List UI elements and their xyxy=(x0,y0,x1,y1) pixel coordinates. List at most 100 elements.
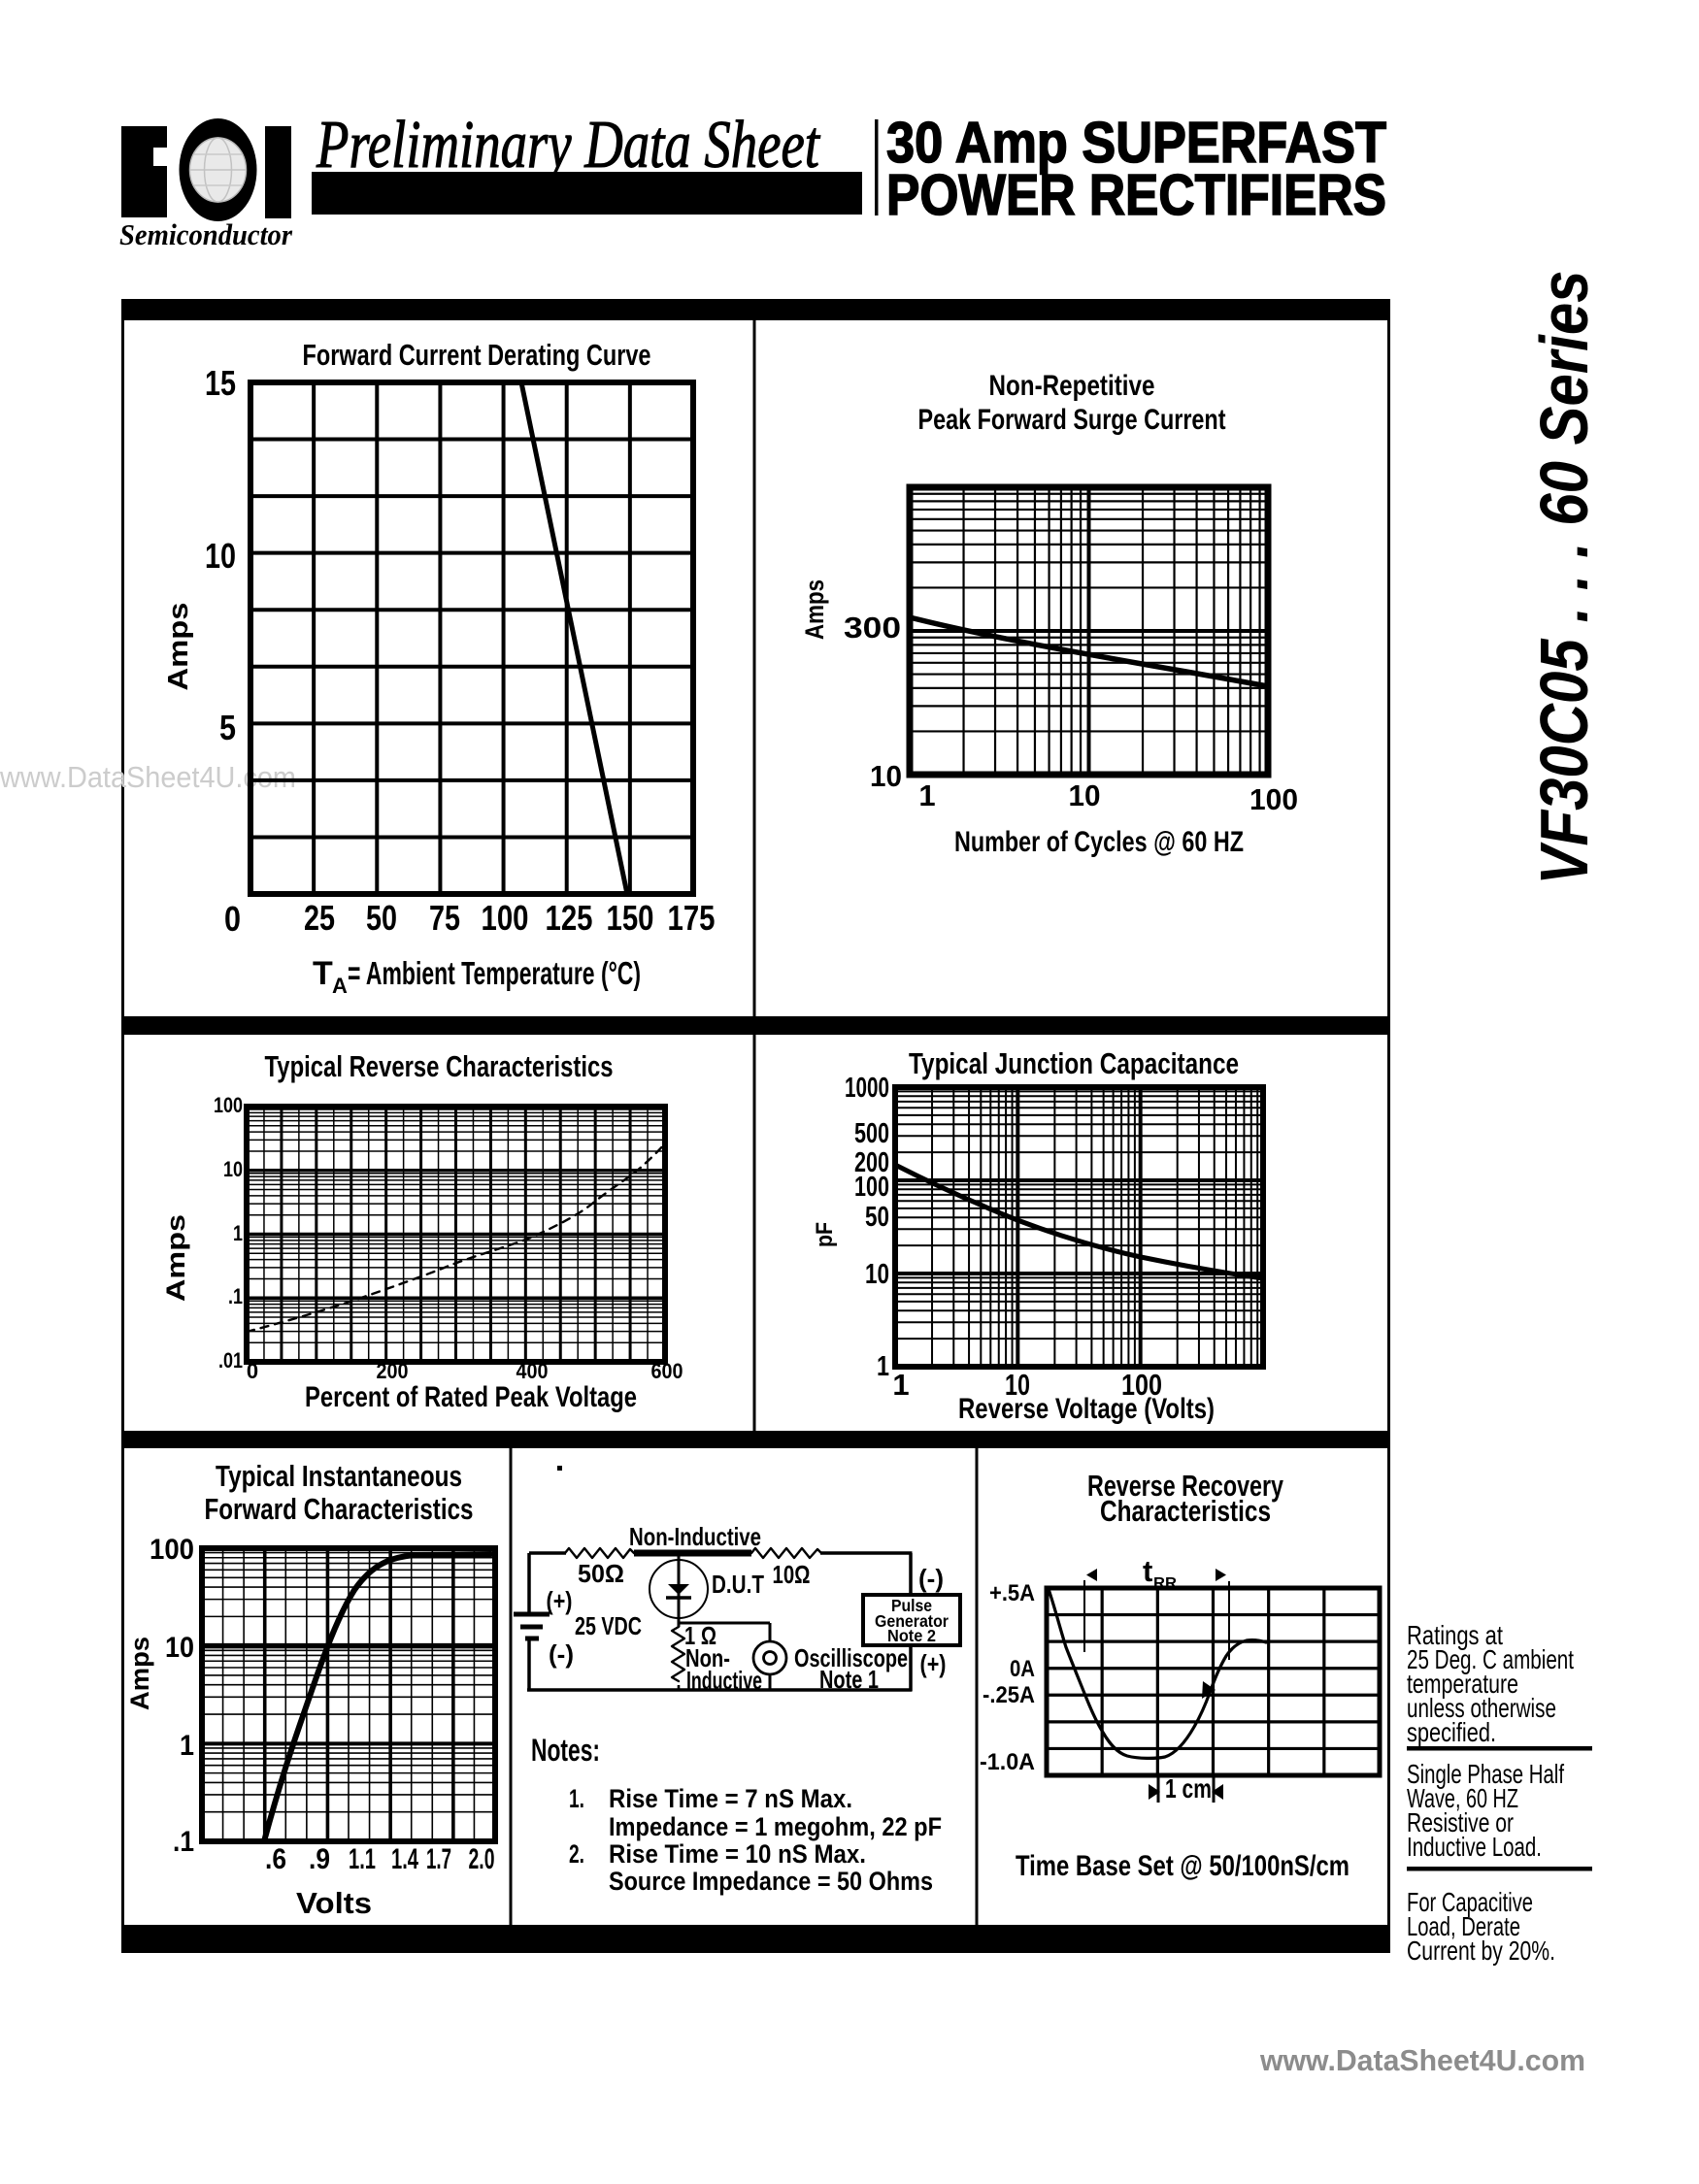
svg-text:t: t xyxy=(1143,1554,1152,1588)
svg-text:10: 10 xyxy=(1005,1368,1030,1402)
svg-text:Single Phase Half: Single Phase Half xyxy=(1407,1759,1564,1789)
svg-text:Ratings at: Ratings at xyxy=(1407,1620,1503,1650)
svg-text:200: 200 xyxy=(854,1147,889,1178)
svg-text:temperature: temperature xyxy=(1407,1669,1518,1699)
svg-text:10Ω: 10Ω xyxy=(773,1560,811,1589)
svg-text:0: 0 xyxy=(247,1359,258,1383)
svg-text:(+): (+) xyxy=(547,1586,573,1615)
svg-text:Source Impedance = 50 Ohms: Source Impedance = 50 Ohms xyxy=(609,1867,933,1896)
svg-text:Number of Cycles @ 60 HZ: Number of Cycles @ 60 HZ xyxy=(954,826,1244,858)
svg-text:Impedance = 1 megohm, 22 pF: Impedance = 1 megohm, 22 pF xyxy=(609,1812,942,1841)
svg-text:www.DataSheet4U.com: www.DataSheet4U.com xyxy=(1259,2043,1585,2077)
svg-text:unless otherwise: unless otherwise xyxy=(1407,1693,1556,1723)
svg-text:.1: .1 xyxy=(173,1826,194,1858)
svg-text:Typical Instantaneous: Typical Instantaneous xyxy=(216,1459,462,1493)
svg-text:1 Ω: 1 Ω xyxy=(684,1621,716,1650)
svg-text:100: 100 xyxy=(214,1093,243,1117)
svg-text:Volts: Volts xyxy=(296,1886,372,1920)
svg-text:100: 100 xyxy=(854,1172,889,1203)
svg-text:Resistive or: Resistive or xyxy=(1407,1807,1514,1837)
svg-text:0: 0 xyxy=(224,899,241,939)
svg-text:500: 500 xyxy=(854,1118,889,1149)
svg-text:1000: 1000 xyxy=(845,1073,889,1104)
svg-text:RR: RR xyxy=(1153,1575,1177,1592)
svg-text:15: 15 xyxy=(205,363,236,403)
svg-text:Generator: Generator xyxy=(875,1611,949,1631)
svg-text:10: 10 xyxy=(223,1157,243,1181)
svg-text:Inductive Load.: Inductive Load. xyxy=(1407,1832,1542,1862)
svg-text:Non-Repetitive: Non-Repetitive xyxy=(989,370,1155,402)
svg-text:Wave, 60 HZ: Wave, 60 HZ xyxy=(1407,1783,1518,1813)
svg-text:10: 10 xyxy=(165,1632,194,1664)
svg-text:1: 1 xyxy=(877,1351,889,1382)
svg-text:Load, Derate: Load, Derate xyxy=(1407,1911,1520,1941)
svg-text:25 VDC: 25 VDC xyxy=(575,1611,642,1640)
svg-text:Preliminary Data Sheet: Preliminary Data Sheet xyxy=(316,108,820,182)
svg-text:10: 10 xyxy=(865,1259,889,1290)
svg-text:100: 100 xyxy=(482,898,529,938)
svg-text:.01: .01 xyxy=(218,1348,243,1373)
svg-text:A: A xyxy=(332,974,348,998)
svg-text:1: 1 xyxy=(180,1730,194,1762)
svg-text:0A: 0A xyxy=(1010,1656,1035,1682)
svg-text:Semiconductor: Semiconductor xyxy=(119,217,293,251)
svg-text:Reverse Voltage (Volts): Reverse Voltage (Volts) xyxy=(958,1393,1215,1425)
svg-text:Rise Time = 10 nS Max.: Rise Time = 10 nS Max. xyxy=(609,1839,866,1869)
svg-text:50: 50 xyxy=(366,898,397,938)
svg-text:= Ambient Temperature (°C): = Ambient Temperature (°C) xyxy=(348,955,641,991)
svg-text:Time Base Set @ 50/100nS/cm: Time Base Set @ 50/100nS/cm xyxy=(1016,1850,1349,1882)
svg-text:Amps: Amps xyxy=(161,1214,190,1302)
svg-text:1: 1 xyxy=(892,1368,909,1402)
svg-text:pF: pF xyxy=(812,1222,838,1247)
svg-text:(+): (+) xyxy=(920,1649,947,1678)
svg-text:-.25A: -.25A xyxy=(983,1682,1035,1708)
svg-text:Typical Reverse Characteristic: Typical Reverse Characteristics xyxy=(265,1049,614,1083)
svg-text:Non-Inductive: Non-Inductive xyxy=(629,1522,761,1551)
svg-text:www.DataSheet4U.com: www.DataSheet4U.com xyxy=(0,760,296,794)
svg-text:Forward Current Derating Curve: Forward Current Derating Curve xyxy=(303,338,651,372)
svg-text:-1.0A: -1.0A xyxy=(980,1749,1035,1775)
svg-text:125: 125 xyxy=(546,898,593,938)
svg-text:T: T xyxy=(313,955,333,992)
svg-text:400: 400 xyxy=(516,1359,549,1383)
svg-text:100: 100 xyxy=(1121,1368,1162,1402)
svg-text:Oscilliscope: Oscilliscope xyxy=(794,1643,908,1672)
svg-text:Peak Forward Surge Current: Peak Forward Surge Current xyxy=(918,404,1226,436)
svg-text:Note 2: Note 2 xyxy=(887,1626,936,1645)
svg-text:200: 200 xyxy=(377,1359,409,1383)
svg-text:25 Deg. C ambient: 25 Deg. C ambient xyxy=(1407,1644,1574,1674)
svg-text:Amps: Amps xyxy=(163,603,194,691)
svg-text:Characteristics: Characteristics xyxy=(1100,1494,1271,1528)
svg-text:Non-: Non- xyxy=(685,1643,730,1672)
svg-text:VF30C05 . . . 60 Series: VF30C05 . . . 60 Series xyxy=(1526,271,1602,885)
svg-text:30 Amp SUPERFAST: 30 Amp SUPERFAST xyxy=(886,111,1386,175)
svg-text:2.: 2. xyxy=(569,1839,584,1869)
svg-text:.9: .9 xyxy=(309,1843,330,1875)
svg-text:Rise Time = 7 nS Max.: Rise Time = 7 nS Max. xyxy=(609,1784,852,1813)
svg-text:1.7: 1.7 xyxy=(426,1843,451,1875)
svg-text:Current by 20%.: Current by 20%. xyxy=(1407,1936,1555,1966)
svg-text:300: 300 xyxy=(844,611,901,645)
svg-text:25: 25 xyxy=(304,898,335,938)
svg-text:Amps: Amps xyxy=(800,579,829,640)
svg-text:Amps: Amps xyxy=(125,1637,154,1710)
svg-text:Typical Junction Capacitance: Typical Junction Capacitance xyxy=(909,1046,1239,1080)
svg-text:.6: .6 xyxy=(265,1843,286,1875)
svg-text:150: 150 xyxy=(607,898,654,938)
svg-text:D.U.T: D.U.T xyxy=(712,1570,764,1599)
svg-text:100: 100 xyxy=(150,1534,194,1566)
svg-text:2.0: 2.0 xyxy=(469,1843,495,1875)
svg-text:.1: .1 xyxy=(228,1284,243,1308)
svg-text:600: 600 xyxy=(651,1359,683,1383)
svg-text:(-): (-) xyxy=(549,1639,574,1669)
svg-text:1.1: 1.1 xyxy=(349,1843,376,1875)
svg-text:specified.: specified. xyxy=(1407,1717,1496,1747)
svg-text:10: 10 xyxy=(205,536,236,576)
svg-text:1.: 1. xyxy=(569,1784,584,1813)
svg-text:10: 10 xyxy=(1069,778,1101,812)
svg-text:Forward Characteristics: Forward Characteristics xyxy=(205,1492,474,1526)
svg-text:Pulse: Pulse xyxy=(891,1596,932,1615)
svg-text:Percent of Rated Peak Voltage: Percent of Rated Peak Voltage xyxy=(305,1381,637,1413)
svg-text:10: 10 xyxy=(870,759,902,793)
svg-text:(-): (-) xyxy=(918,1564,944,1593)
